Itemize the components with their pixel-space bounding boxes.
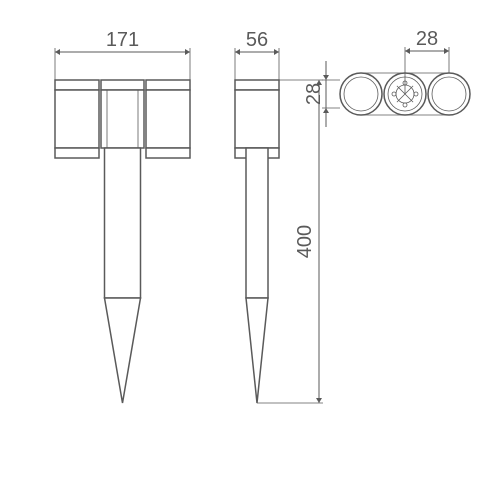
svg-text:28: 28	[303, 83, 325, 105]
svg-text:56: 56	[246, 29, 268, 51]
svg-text:171: 171	[106, 29, 139, 51]
svg-text:400: 400	[294, 225, 316, 258]
svg-text:28: 28	[416, 28, 438, 50]
